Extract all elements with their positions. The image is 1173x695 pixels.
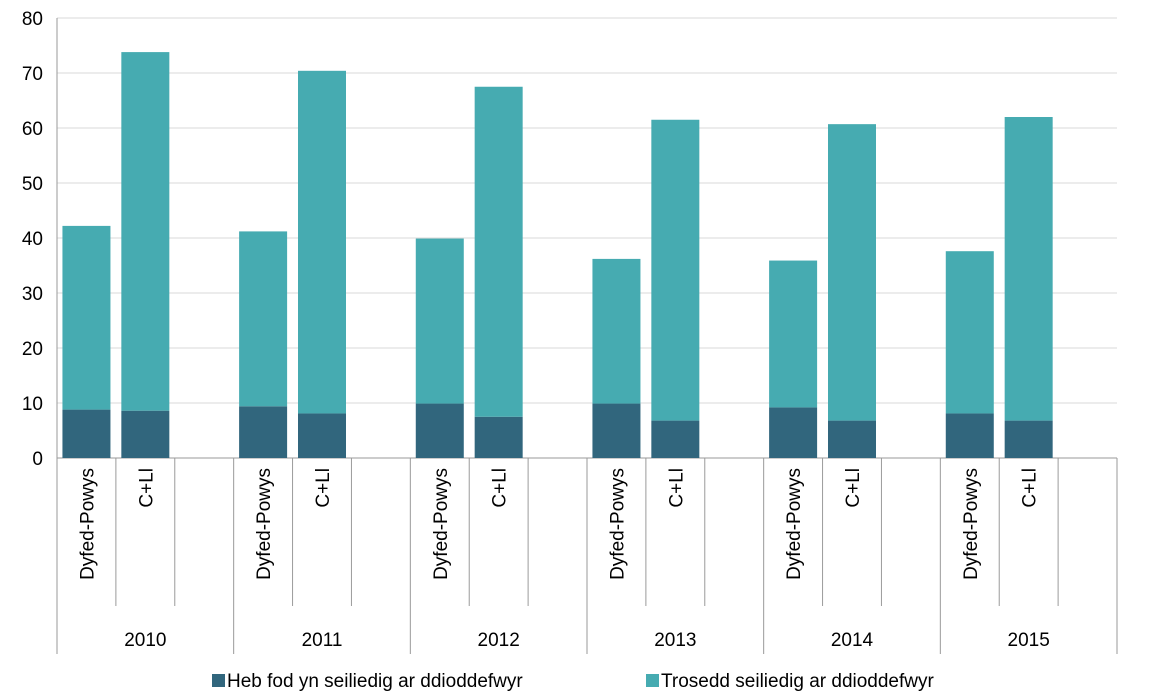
y-axis: 0 10 20 30 40 50 60 70 80	[22, 9, 43, 470]
bar-victim-2012-dyfed-powys	[415, 238, 464, 404]
bar-non-victim-2012-dyfed-powys	[415, 403, 464, 458]
category-label: Dyfed-Powys	[431, 468, 452, 580]
category-label: Dyfed-Powys	[961, 468, 982, 580]
bar-non-victim-2010-cll	[121, 410, 170, 458]
bar-non-victim-2014-dyfed-powys	[769, 407, 818, 458]
year-label: 2010	[124, 630, 166, 651]
category-label: Dyfed-Powys	[77, 468, 98, 580]
category-label: Dyfed-Powys	[607, 468, 628, 580]
year-label: 2015	[1008, 630, 1050, 651]
y-tick-label: 0	[32, 449, 43, 470]
bar-non-victim-2015-cll	[1004, 420, 1053, 458]
legend-swatch	[646, 674, 659, 687]
bar-victim-2014-cll	[828, 124, 876, 421]
year-label: 2011	[302, 630, 343, 651]
legend-label: Trosedd seiliedig ar ddioddefwyr	[661, 671, 935, 692]
bar-non-victim-2014-cll	[828, 420, 876, 458]
grid-lines	[56, 17, 1117, 459]
bar-non-victim-2013-dyfed-powys	[592, 403, 641, 458]
year-label: 2013	[654, 630, 696, 651]
category-label: Dyfed-Powys	[254, 468, 275, 580]
legend: Heb fod yn seiliedig ar ddioddefwyr Trose…	[212, 671, 935, 692]
bar-non-victim-2010-dyfed-powys	[62, 409, 111, 458]
year-label: 2014	[831, 630, 874, 651]
bar-victim-2011-cll	[298, 70, 346, 414]
bar-non-victim-2011-cll	[298, 413, 346, 458]
bar-victim-2015-dyfed-powys	[945, 251, 994, 414]
bar-victim-2013-cll	[651, 119, 700, 421]
bar-victim-2013-dyfed-powys	[592, 258, 641, 404]
category-label: Dyfed-Powys	[784, 468, 805, 580]
category-label: C+Ll	[666, 468, 687, 508]
x-axis: Dyfed-Powys C+Ll 2010 Dyfed-Powys C+Ll 2011 Dy…	[56, 458, 1118, 654]
bar-victim-2015-cll	[1004, 117, 1053, 421]
bar-victim-2011-dyfed-powys	[239, 231, 288, 407]
bar-victim-2014-dyfed-powys	[769, 260, 818, 408]
year-label: 2012	[478, 630, 520, 651]
bar-non-victim-2011-dyfed-powys	[239, 406, 288, 458]
y-tick-label: 40	[22, 229, 43, 250]
bar-non-victim-2012-cll	[474, 416, 523, 458]
bars	[62, 52, 1053, 458]
bar-non-victim-2015-dyfed-powys	[945, 413, 994, 458]
y-tick-label: 30	[22, 284, 43, 305]
category-label: C+Ll	[843, 468, 864, 508]
bar-victim-2010-cll	[121, 52, 170, 411]
y-tick-label: 80	[22, 9, 43, 30]
category-label: C+Ll	[490, 468, 511, 508]
bar-victim-2010-dyfed-powys	[62, 225, 111, 410]
legend-label: Heb fod yn seiliedig ar ddioddefwyr	[227, 671, 523, 692]
category-label: C+Ll	[1020, 468, 1041, 508]
legend-swatch	[212, 674, 225, 687]
category-label: C+Ll	[136, 468, 157, 508]
y-tick-label: 10	[22, 394, 43, 415]
bar-non-victim-2013-cll	[651, 420, 700, 458]
y-tick-label: 20	[22, 339, 43, 360]
y-tick-label: 70	[22, 64, 43, 85]
bar-victim-2012-cll	[474, 86, 523, 417]
y-tick-label: 50	[22, 174, 43, 195]
category-label: C+Ll	[313, 468, 334, 508]
y-tick-label: 60	[22, 119, 43, 140]
